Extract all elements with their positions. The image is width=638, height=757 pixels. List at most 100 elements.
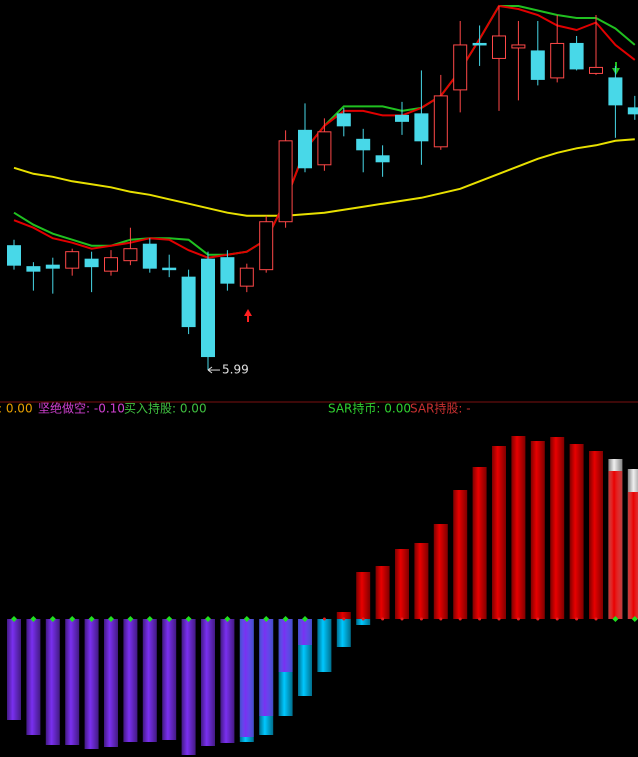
indicator-bar xyxy=(84,619,99,749)
indicator-bar xyxy=(569,444,584,619)
legend-entry: SAR持币: 0.00 xyxy=(328,401,411,416)
candle-body xyxy=(7,245,21,266)
annotation-label: 5.99 xyxy=(222,363,249,377)
zero-marker xyxy=(185,616,192,622)
zero-marker xyxy=(594,617,598,621)
zero-marker xyxy=(322,617,326,621)
zero-marker xyxy=(224,616,231,622)
buy-arrow xyxy=(244,309,252,322)
candle-body xyxy=(530,50,545,80)
candle-body xyxy=(45,264,60,269)
candle-body xyxy=(375,155,390,163)
zero-marker xyxy=(458,617,462,621)
candle-body xyxy=(569,42,584,70)
candle-body xyxy=(492,35,506,59)
zero-marker xyxy=(516,617,520,621)
indicator-bar xyxy=(550,437,565,619)
zero-marker xyxy=(419,617,423,621)
zero-marker xyxy=(439,617,443,621)
candle-body xyxy=(608,77,623,106)
zero-marker xyxy=(30,616,37,622)
candle-body xyxy=(317,131,332,166)
zero-marker xyxy=(497,617,501,621)
zero-marker xyxy=(282,616,289,622)
indicator-bar xyxy=(433,524,448,619)
candle-body xyxy=(239,267,254,287)
legend-entry: SAR持股: - xyxy=(410,401,471,416)
legend-entry: 坚绝做空: -0.10 xyxy=(38,401,125,416)
zero-marker xyxy=(205,616,211,622)
indicator-bar xyxy=(356,619,371,625)
indicator-bar xyxy=(259,619,274,716)
indicator-bar xyxy=(104,619,118,747)
legend-entry: 买入持股: 0.00 xyxy=(124,401,207,416)
indicator-bar xyxy=(627,492,638,619)
candle-body xyxy=(356,138,371,151)
candle-body xyxy=(123,248,138,262)
candle-body xyxy=(414,113,429,142)
zero-marker xyxy=(361,617,365,621)
candle-body xyxy=(65,251,80,269)
indicator-bar xyxy=(162,619,177,740)
candle-body xyxy=(26,266,41,272)
candle-body xyxy=(395,114,409,122)
candle-body xyxy=(259,221,274,271)
indicator-bar xyxy=(356,572,371,619)
zero-marker xyxy=(88,616,95,622)
indicator-bar xyxy=(298,619,312,645)
indicator-bar xyxy=(375,566,390,619)
indicator-bar xyxy=(278,619,293,672)
candle-body xyxy=(84,258,99,268)
indicator-bar xyxy=(336,619,351,647)
candle-body xyxy=(627,107,638,115)
indicator-bar xyxy=(26,619,41,735)
candle-body xyxy=(201,258,215,358)
indicator-bar xyxy=(530,441,545,619)
candle-body xyxy=(589,66,603,74)
zero-marker xyxy=(127,616,134,622)
indicator-bar xyxy=(472,467,487,619)
zero-marker xyxy=(536,617,540,621)
zero-marker xyxy=(166,616,173,622)
candle-body xyxy=(162,267,177,271)
candle-body xyxy=(142,243,157,269)
zero-marker xyxy=(400,617,404,621)
candle-body xyxy=(472,42,487,46)
indicator-bar xyxy=(142,619,157,742)
indicator-bar xyxy=(65,619,80,745)
zero-marker xyxy=(478,617,482,621)
indicator-bar xyxy=(201,619,215,746)
candle-body xyxy=(298,129,312,169)
legend-entry: : 0.00 xyxy=(0,402,33,416)
zero-marker xyxy=(631,616,638,622)
zero-marker xyxy=(11,616,17,622)
sell-arrow xyxy=(612,62,620,75)
candle-body xyxy=(181,276,196,328)
indicator-bar xyxy=(220,619,235,743)
indicator-bar xyxy=(453,490,468,619)
zero-marker xyxy=(612,616,619,622)
zero-marker xyxy=(263,616,270,622)
indicator-bar xyxy=(608,471,623,619)
zero-marker xyxy=(69,616,76,622)
indicator-bar xyxy=(414,543,429,619)
candle-body xyxy=(278,140,293,223)
zero-marker xyxy=(575,617,579,621)
zero-marker xyxy=(108,616,114,622)
indicator-bar xyxy=(45,619,60,745)
indicator-bar xyxy=(123,619,138,742)
annotation-arrowhead xyxy=(207,366,213,374)
indicator-bar xyxy=(492,446,506,619)
indicator-bar xyxy=(239,619,254,737)
indicator-bar xyxy=(181,619,196,755)
indicator-bar xyxy=(511,436,526,619)
candle-body xyxy=(433,95,448,148)
candle-body xyxy=(104,257,118,272)
indicator-bar xyxy=(317,619,332,672)
zero-marker xyxy=(49,616,56,622)
ma-line xyxy=(13,138,635,217)
zero-marker xyxy=(381,617,385,621)
indicator-bar xyxy=(395,549,409,619)
